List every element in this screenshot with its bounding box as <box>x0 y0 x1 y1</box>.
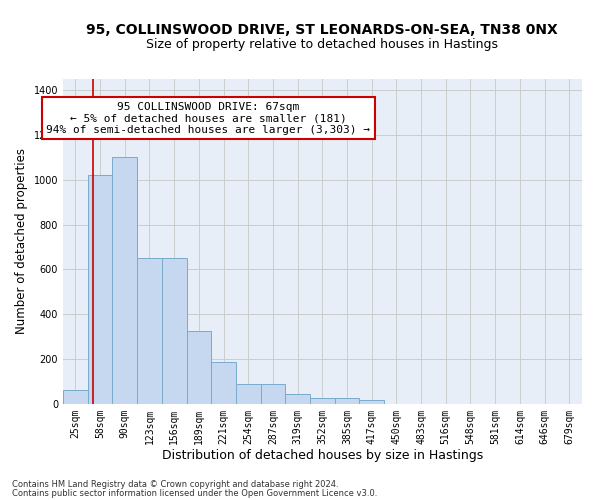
Bar <box>236 384 260 404</box>
Bar <box>359 400 384 404</box>
Bar <box>162 258 187 404</box>
Title: Size of property relative to detached houses in Hastings: Size of property relative to detached ho… <box>146 38 499 52</box>
Bar <box>187 331 211 404</box>
Bar <box>260 384 285 404</box>
Bar <box>137 258 162 404</box>
Bar <box>285 394 310 404</box>
Text: Contains HM Land Registry data © Crown copyright and database right 2024.: Contains HM Land Registry data © Crown c… <box>12 480 338 489</box>
Bar <box>63 390 88 404</box>
Bar <box>112 158 137 404</box>
Bar <box>310 398 335 404</box>
Text: 95, COLLINSWOOD DRIVE, ST LEONARDS-ON-SEA, TN38 0NX: 95, COLLINSWOOD DRIVE, ST LEONARDS-ON-SE… <box>86 23 558 37</box>
Y-axis label: Number of detached properties: Number of detached properties <box>15 148 28 334</box>
Text: Contains public sector information licensed under the Open Government Licence v3: Contains public sector information licen… <box>12 488 377 498</box>
X-axis label: Distribution of detached houses by size in Hastings: Distribution of detached houses by size … <box>162 450 483 462</box>
Bar <box>335 398 359 404</box>
Bar <box>211 362 236 404</box>
Text: 95 COLLINSWOOD DRIVE: 67sqm
← 5% of detached houses are smaller (181)
94% of sem: 95 COLLINSWOOD DRIVE: 67sqm ← 5% of deta… <box>46 102 370 135</box>
Bar <box>88 175 112 404</box>
